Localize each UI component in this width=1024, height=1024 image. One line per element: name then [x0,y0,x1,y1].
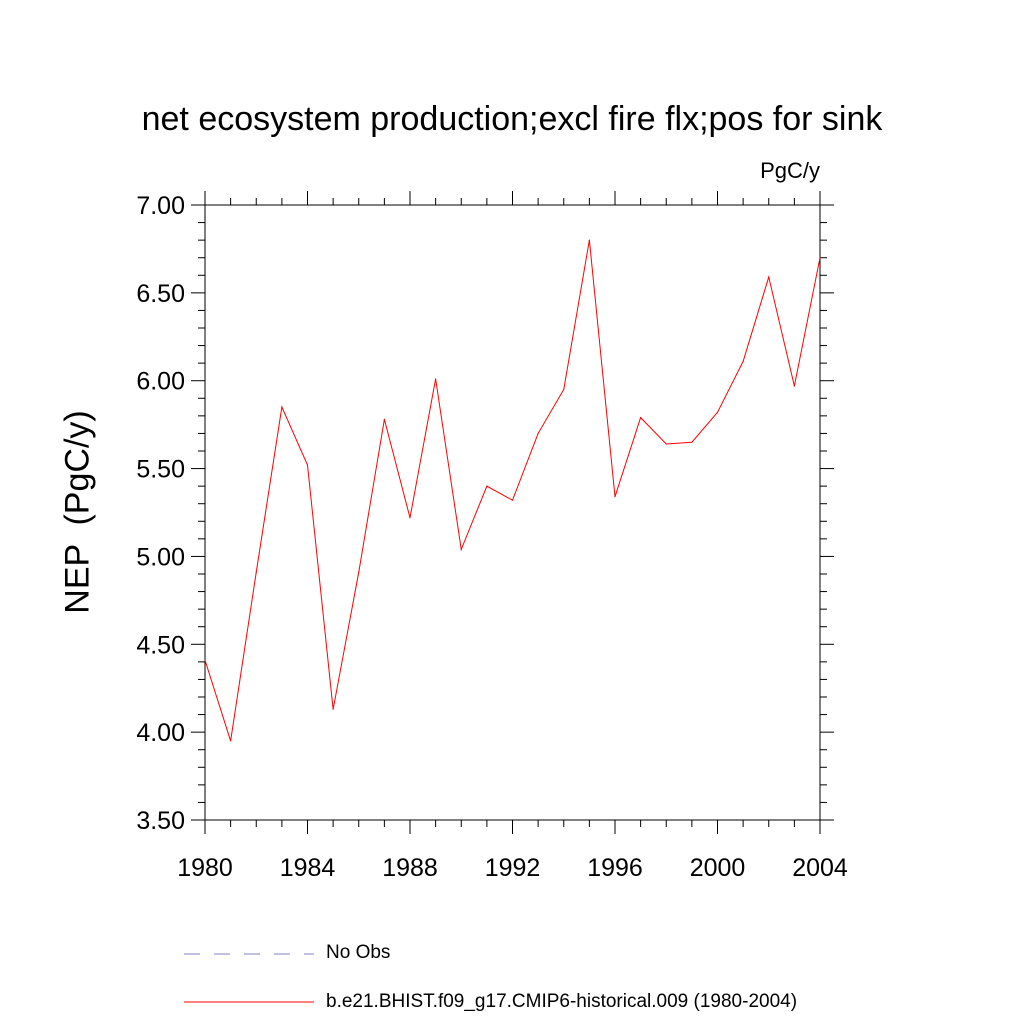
data-point [588,239,590,241]
data-point [614,496,616,498]
y-tick-label: 4.00 [136,719,185,747]
data-point [435,378,437,380]
y-tick-label: 7.00 [136,192,185,220]
data-point [793,385,795,387]
data-point [691,441,693,443]
data-point [230,740,232,742]
x-tick-label: 2004 [792,854,848,882]
y-tick-label: 6.50 [136,280,185,308]
y-tick-label: 5.00 [136,543,185,571]
x-tick-label: 1996 [587,854,643,882]
legend-label-no-obs: No Obs [326,942,391,963]
x-tick-label: 1988 [382,854,438,882]
y-tick-label: 5.50 [136,456,185,484]
data-point [306,464,309,466]
series-line [204,240,821,742]
data-point [665,443,667,445]
data-point [742,360,744,362]
data-point [409,517,411,519]
data-point [819,257,821,259]
data-point [640,417,642,419]
data-point [716,411,719,413]
y-tick-label: 4.50 [136,631,185,659]
data-point [537,432,539,435]
y-tick-label: 6.00 [136,368,185,396]
data-point [281,406,283,408]
data-point [383,418,385,420]
data-point [768,276,770,278]
data-point [511,499,514,501]
x-tick-label: 2000 [690,854,746,882]
chart-title: net ecosystem production;excl fire flx;p… [141,100,883,138]
y-tick-label: 3.50 [136,807,185,835]
data-point [358,571,360,573]
units-label: PgC/y [760,158,820,183]
data-point [204,659,206,661]
data-point [486,485,488,487]
data-point [332,708,334,710]
data-point [255,571,257,573]
legend-label-model: b.e21.BHIST.f09_g17.CMIP6-historical.009… [326,991,798,1012]
x-tick-label: 1984 [280,854,336,882]
x-tick-label: 1992 [485,854,541,882]
x-tick-label: 1980 [177,854,233,882]
data-point [460,548,462,551]
data-point [563,388,565,391]
plot-frame [204,204,821,821]
